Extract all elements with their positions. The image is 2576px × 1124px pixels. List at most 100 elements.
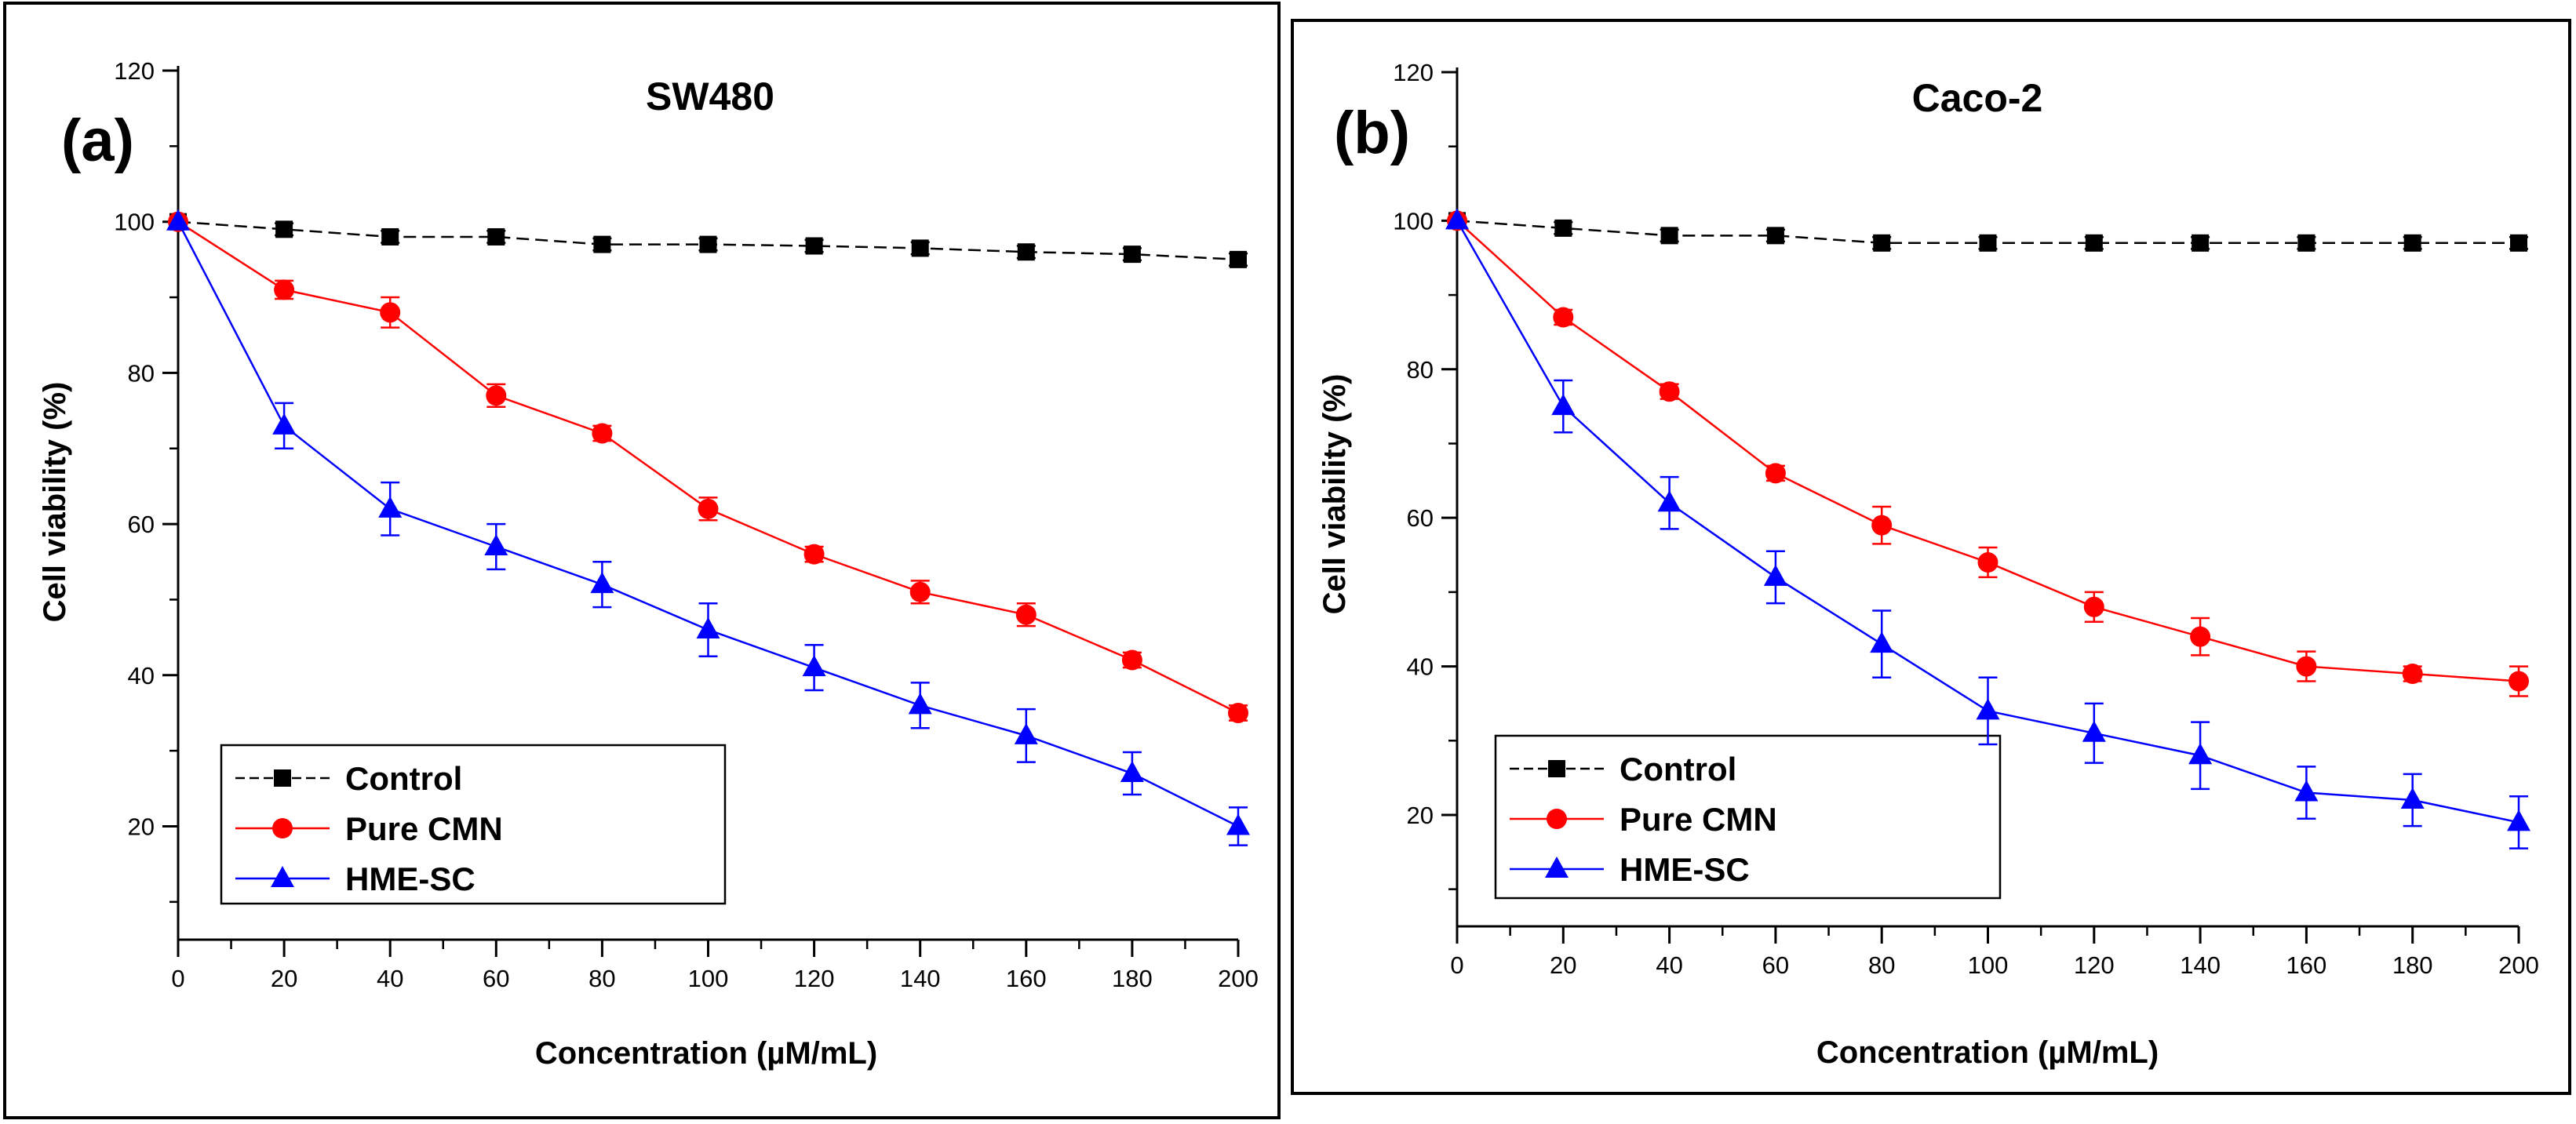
data-point [1228, 702, 1248, 723]
x-tick-label: 20 [1550, 951, 1576, 979]
x-tick-label: 20 [271, 965, 297, 992]
data-point [699, 235, 717, 253]
data-point [1977, 551, 1998, 573]
legend: Control Pure CMN HME-SC [1494, 734, 2002, 900]
x-tick-label: 140 [900, 965, 941, 992]
data-point [2402, 664, 2423, 685]
x-tick-label: 60 [1762, 951, 1789, 979]
data-point [486, 385, 507, 406]
y-tick-label: 40 [128, 662, 155, 689]
x-tick-label: 40 [377, 965, 403, 992]
data-point [698, 498, 719, 519]
y-tick-label: 100 [1393, 207, 1434, 235]
legend-box [1494, 734, 2002, 900]
legend-marker [1547, 809, 1567, 829]
data-point [166, 209, 190, 231]
data-point [1226, 813, 1250, 835]
x-tick-label: 180 [1112, 965, 1153, 992]
data-point [2296, 656, 2317, 677]
legend-label: Control [1620, 751, 1736, 788]
x-tick-label: 120 [794, 965, 835, 992]
y-tick-label: 100 [114, 209, 155, 236]
data-point [272, 413, 297, 435]
legend-label: Pure CMN [1620, 801, 1777, 838]
data-point [2192, 234, 2210, 252]
panel-label: (b) [1334, 100, 1410, 166]
data-point [1871, 515, 1893, 536]
data-point [1659, 381, 1680, 402]
data-point [1121, 649, 1142, 671]
y-tick-label: 20 [1407, 802, 1434, 829]
series-line [1456, 220, 2520, 682]
y-tick-label: 60 [128, 511, 155, 538]
y-tick-label: 120 [1393, 59, 1434, 86]
data-point [2297, 234, 2315, 252]
data-point [2507, 809, 2530, 831]
data-point [378, 496, 403, 518]
x-tick-label: 160 [2286, 951, 2327, 979]
x-tick-label: 0 [1450, 951, 1463, 979]
data-point [1014, 722, 1038, 744]
data-point [380, 302, 401, 323]
chart-panel-b: 0 20 40 60 80 100 120 140 160 180 200 20 40 60 80 100 12… [1291, 19, 2571, 1095]
data-point [274, 279, 295, 300]
legend-marker [1548, 760, 1565, 777]
data-point [2509, 671, 2529, 692]
data-point [2294, 780, 2319, 802]
data-point [2190, 626, 2211, 647]
data-point [2188, 743, 2213, 765]
data-point [1230, 250, 1247, 268]
legend-marker [272, 818, 293, 838]
panel-label: (a) [61, 107, 134, 174]
chart-title: Caco-2 [1912, 76, 2043, 120]
data-point [2403, 234, 2421, 252]
data-point [802, 655, 826, 677]
data-point [1554, 219, 1572, 237]
data-point [1979, 234, 1997, 252]
x-tick-label: 80 [1868, 951, 1895, 979]
x-tick-label: 40 [1656, 951, 1682, 979]
legend-marker [274, 769, 291, 787]
data-point [1870, 631, 1894, 653]
data-point [1445, 208, 1469, 230]
data-point [1660, 227, 1678, 245]
panel-frame [1291, 19, 2571, 1095]
series-pure-cmn [168, 211, 1248, 723]
data-point [381, 227, 399, 246]
panel-frame [3, 2, 1281, 1119]
data-point [487, 227, 505, 246]
data-point [696, 617, 720, 638]
x-tick-label: 100 [688, 965, 729, 992]
data-point [2083, 596, 2104, 617]
y-axis-title: Cell viability (%) [38, 382, 72, 623]
legend-label: Pure CMN [345, 810, 503, 847]
data-point [1763, 564, 1787, 586]
legend-box [220, 744, 727, 905]
y-tick-label: 60 [1407, 504, 1434, 532]
data-point [592, 423, 613, 444]
legend-label: Control [345, 760, 462, 797]
x-axis-title: Concentration (µM/mL) [1816, 1035, 2159, 1070]
y-tick-label: 120 [114, 57, 155, 85]
data-point [2510, 234, 2527, 252]
legend-marker [1545, 857, 1569, 878]
x-tick-label: 140 [2180, 951, 2221, 979]
series-pure-cmn [1447, 210, 2529, 697]
data-point [2400, 788, 2425, 809]
x-tick-label: 60 [483, 965, 509, 992]
data-point [1766, 227, 1784, 245]
data-point [2082, 720, 2106, 742]
data-point [1765, 463, 1786, 484]
data-point [1120, 761, 1144, 783]
x-tick-label: 160 [1006, 965, 1047, 992]
series-line [177, 221, 1239, 828]
data-point [484, 533, 508, 555]
data-point [1873, 234, 1891, 252]
x-tick-label: 200 [2498, 951, 2539, 979]
chart-panel-a: 0 20 40 60 80 100 120 140 160 180 200 20 40 60 80 100 12… [3, 2, 1281, 1119]
x-tick-label: 80 [588, 965, 615, 992]
data-point [1657, 490, 1682, 512]
series-control [169, 213, 1248, 268]
data-point [1551, 394, 1576, 416]
